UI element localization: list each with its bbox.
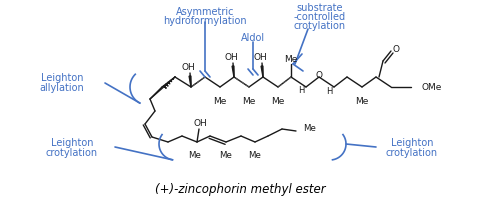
Text: Me: Me — [189, 151, 202, 160]
Text: Me: Me — [271, 97, 285, 106]
Text: substrate: substrate — [297, 3, 343, 13]
Text: Aldol: Aldol — [241, 33, 265, 43]
Text: O: O — [393, 44, 399, 53]
Text: hydroformylation: hydroformylation — [163, 16, 247, 26]
Polygon shape — [172, 79, 173, 80]
Text: O: O — [315, 71, 323, 80]
Text: OH: OH — [181, 63, 195, 72]
Polygon shape — [232, 67, 234, 78]
Text: Me: Me — [249, 151, 262, 160]
Text: OH: OH — [253, 53, 267, 62]
Text: H: H — [298, 86, 304, 95]
Polygon shape — [170, 81, 172, 82]
Polygon shape — [168, 83, 170, 84]
Text: -controlled: -controlled — [294, 12, 346, 22]
Text: allylation: allylation — [40, 83, 84, 93]
Polygon shape — [164, 86, 166, 89]
Text: crotylation: crotylation — [386, 147, 438, 157]
Text: H: H — [326, 87, 332, 96]
Text: OH: OH — [193, 119, 207, 128]
Text: Me: Me — [219, 151, 232, 160]
Text: Me: Me — [213, 97, 227, 106]
Text: Asymmetric: Asymmetric — [176, 7, 234, 17]
Text: Me: Me — [303, 124, 316, 133]
Text: OH: OH — [224, 53, 238, 62]
Text: crotylation: crotylation — [294, 21, 346, 31]
Text: Me: Me — [284, 54, 298, 63]
Text: crotylation: crotylation — [46, 147, 98, 157]
Text: Leighton: Leighton — [41, 73, 83, 83]
Text: Me: Me — [355, 97, 369, 106]
Polygon shape — [261, 67, 263, 78]
Text: (+)-zincophorin methyl ester: (+)-zincophorin methyl ester — [155, 183, 325, 196]
Polygon shape — [189, 77, 191, 88]
Polygon shape — [166, 85, 168, 87]
Text: OMe: OMe — [421, 83, 442, 92]
Text: Leighton: Leighton — [51, 137, 93, 147]
Text: Leighton: Leighton — [391, 137, 433, 147]
Text: Me: Me — [242, 97, 256, 106]
